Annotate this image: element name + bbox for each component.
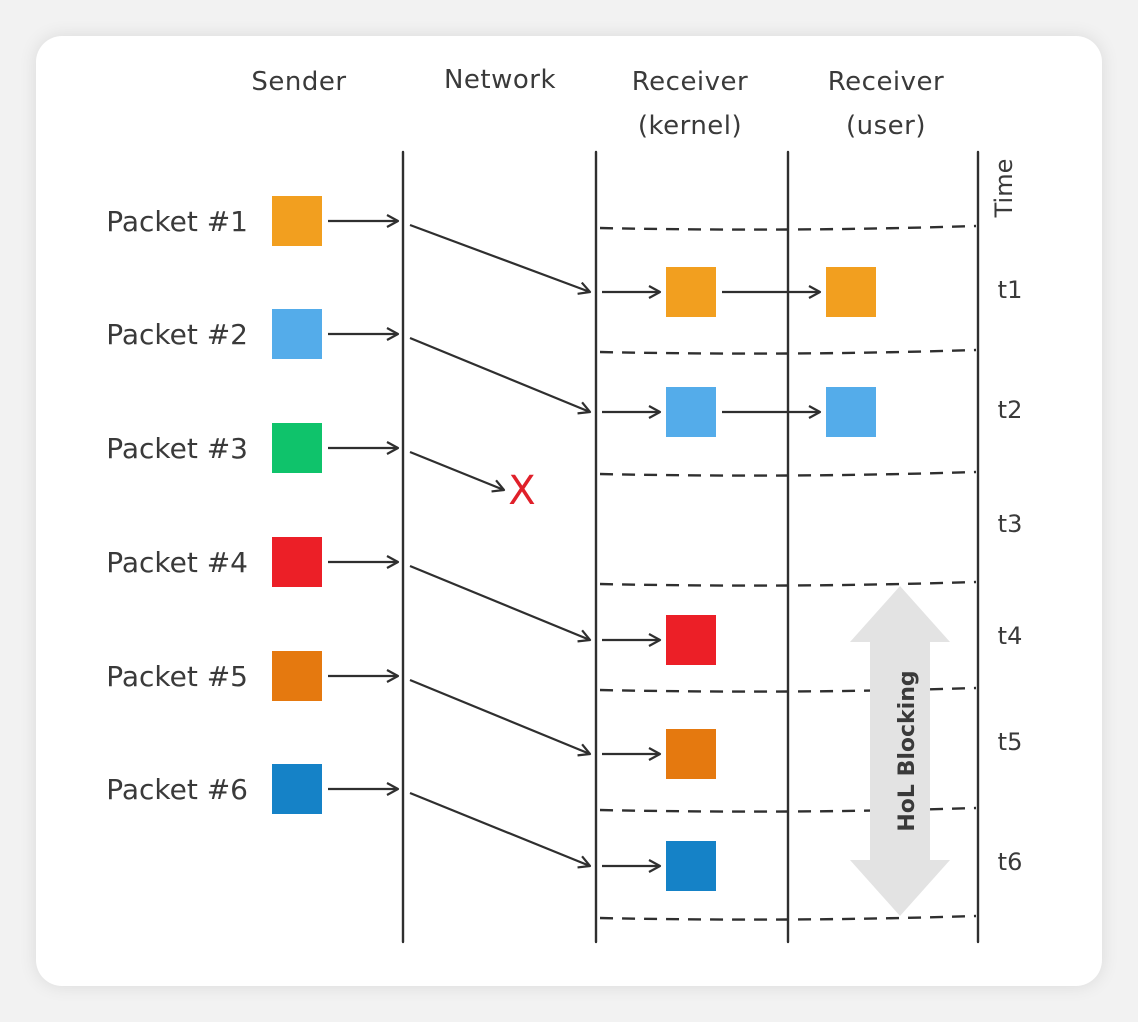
packet-row-4: Packet #4 [106,537,716,665]
hol-blocking-arrow-shape [850,586,950,916]
time-slot-t5: t5 [998,728,1023,756]
sender-packet-2 [272,309,322,359]
kernel-packet-6 [666,841,716,891]
column-title-network: Network [444,65,556,95]
kernel-packet-5 [666,729,716,779]
network-arrow-6 [409,791,592,869]
time-separator-3 [599,470,977,477]
user-packet-2 [826,387,876,437]
column-title-receiver-user-line1: Receiver [828,67,944,97]
network-arrow-1 [409,223,592,295]
packet-row-1: Packet #1 [106,196,876,317]
packet-row-6: Packet #6 [106,764,716,891]
time-separator-5 [599,686,977,693]
time-slot-t3: t3 [998,510,1023,538]
time-slot-t4: t4 [998,622,1023,650]
column-title-receiver-kernel-line1: Receiver [632,67,748,97]
packet-lost-marker: X [508,468,535,514]
column-title-receiver-kernel-line2: (kernel) [638,111,742,141]
sender-packet-6 [272,764,322,814]
time-separator-2 [599,348,977,355]
column-title-receiver-user-line2: (user) [846,111,926,141]
packet-row-2: Packet #2 [106,309,876,437]
hol-blocking-label: HoL Blocking [895,670,920,831]
time-slot-t6: t6 [998,848,1023,876]
time-axis-label: Time [990,159,1018,219]
kernel-packet-1 [666,267,716,317]
network-arrow-2 [409,336,592,415]
column-title-sender: Sender [251,67,346,97]
network-arrow-3 [409,450,506,493]
packet-label-6: Packet #6 [106,773,248,806]
packet-label-1: Packet #1 [106,205,248,238]
packet-label-3: Packet #3 [106,432,248,465]
packet-label-5: Packet #5 [106,660,248,693]
sender-packet-4 [272,537,322,587]
time-slot-t1: t1 [998,276,1023,304]
sender-packet-5 [272,651,322,701]
time-separator-1 [599,224,977,231]
time-separator-7 [599,914,977,921]
time-slot-labels: t1 t2 t3 t4 t5 t6 [998,276,1023,876]
packet-flows: Packet #1 Packet #2 Packet #3 X Packet #4 Pac… [106,196,876,891]
time-separator-4 [599,580,977,587]
packet-label-4: Packet #4 [106,546,248,579]
time-slot-t2: t2 [998,396,1023,424]
network-arrow-5 [409,678,592,757]
packet-row-5: Packet #5 [106,651,716,779]
network-arrow-4 [409,564,592,643]
kernel-packet-2 [666,387,716,437]
time-separator-6 [599,806,977,813]
packet-label-2: Packet #2 [106,318,248,351]
hol-blocking-arrow: HoL Blocking [850,586,950,916]
time-separators [599,224,977,921]
sender-packet-1 [272,196,322,246]
sender-packet-3 [272,423,322,473]
kernel-packet-4 [666,615,716,665]
packet-row-3: Packet #3 X [106,423,536,514]
user-packet-1 [826,267,876,317]
